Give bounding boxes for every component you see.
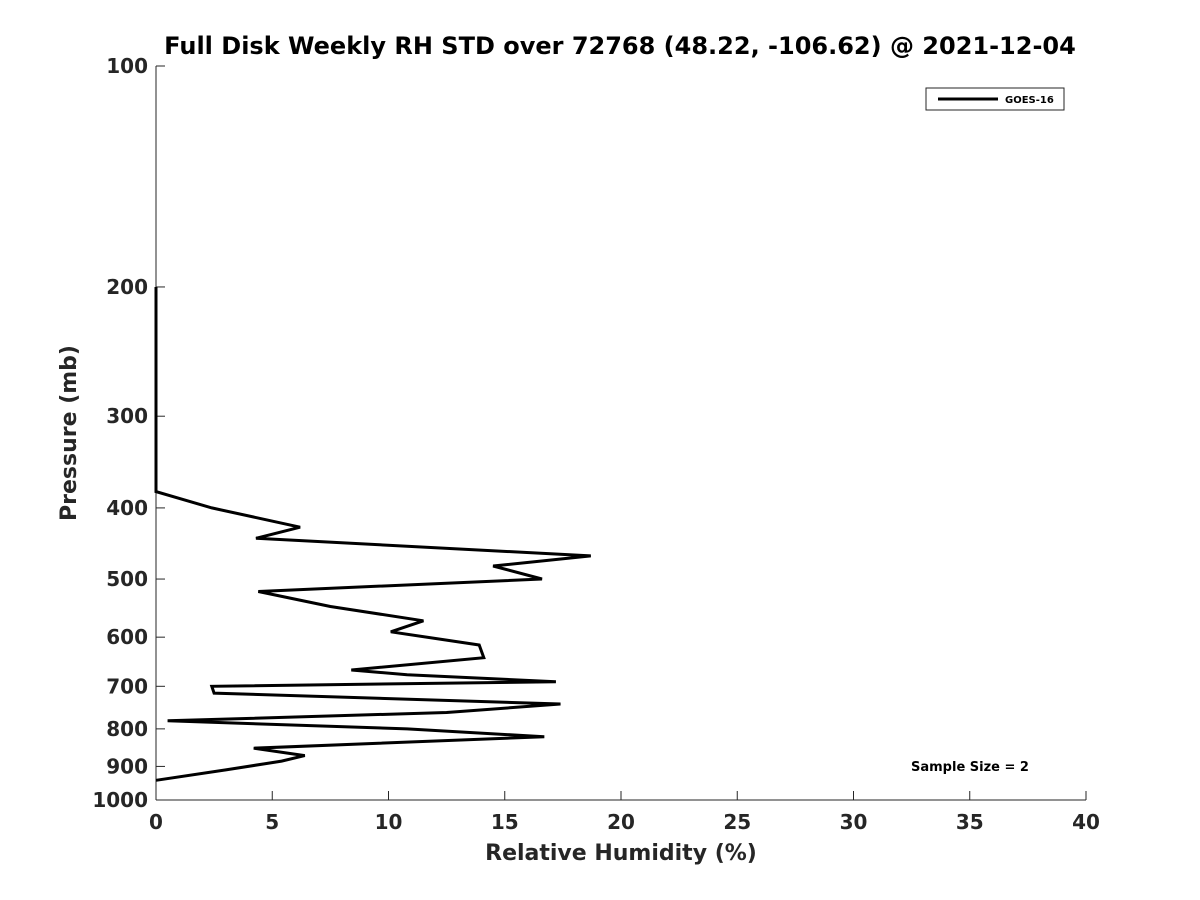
x-tick-label: 40 [1072, 810, 1100, 834]
y-ticks: 100 200 300 400 500 600 700 800 900 1000 [92, 54, 165, 812]
y-tick-label: 500 [106, 567, 148, 591]
y-tick-label: 700 [106, 674, 148, 698]
x-tick-label: 5 [265, 810, 279, 834]
y-tick-label: 1000 [92, 788, 148, 812]
y-tick-label: 200 [106, 275, 148, 299]
y-tick-label: 600 [106, 625, 148, 649]
legend-label-goes-16: GOES-16 [1005, 95, 1054, 106]
x-tick-label: 25 [723, 810, 751, 834]
axes [155, 66, 1086, 801]
y-tick-label: 100 [106, 54, 148, 78]
y-tick-label: 400 [106, 496, 148, 520]
y-tick-label: 900 [106, 754, 148, 778]
y-axis-label: Pressure (mb) [57, 345, 82, 521]
legend: GOES-16 [925, 87, 1065, 111]
x-tick-label: 35 [956, 810, 984, 834]
x-tick-label: 0 [149, 810, 163, 834]
x-axis-label: Relative Humidity (%) [485, 841, 757, 866]
x-tick-label: 10 [375, 810, 403, 834]
y-tick-label: 800 [106, 717, 148, 741]
x-tick-label: 20 [607, 810, 635, 834]
series-layer [154, 287, 591, 782]
x-tick-label: 30 [840, 810, 868, 834]
y-tick-label: 300 [106, 404, 148, 428]
series-line-goes-16 [154, 287, 591, 782]
sample-size-annotation: Sample Size = 2 [911, 760, 1029, 775]
x-ticks: 0 5 10 15 20 25 30 35 40 [149, 791, 1100, 834]
x-tick-label: 15 [491, 810, 519, 834]
chart-title: Full Disk Weekly RH STD over 72768 (48.2… [164, 32, 1076, 60]
